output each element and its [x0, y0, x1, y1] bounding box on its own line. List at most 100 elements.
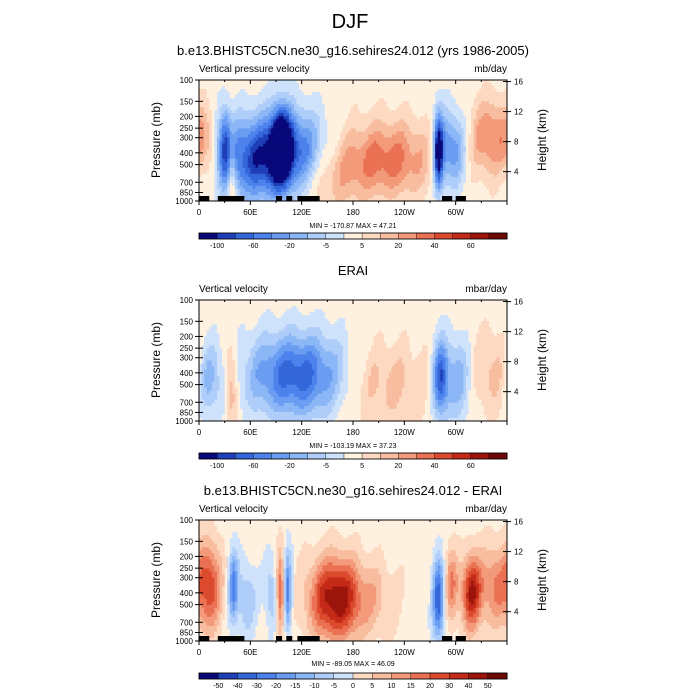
- field-cell: [337, 155, 341, 160]
- field-cell: [306, 185, 310, 190]
- field-cell: [358, 194, 362, 199]
- field-cell: [368, 137, 372, 141]
- field-cell: [216, 300, 220, 304]
- field-cell: [478, 164, 482, 169]
- field-cell: [496, 170, 500, 175]
- field-cell: [468, 161, 472, 166]
- field-cell: [370, 188, 374, 193]
- field-cell: [391, 83, 395, 87]
- field-cell: [440, 185, 444, 190]
- field-cell: [260, 152, 264, 157]
- field-cell: [222, 104, 226, 108]
- field-cell: [317, 140, 321, 144]
- pressure-tick-label: 150: [180, 97, 194, 106]
- field-cell: [216, 179, 220, 184]
- field-cell: [283, 146, 287, 150]
- field-cell: [204, 146, 208, 150]
- field-cell: [301, 188, 305, 193]
- field-cell: [481, 170, 485, 175]
- field-cell: [358, 182, 362, 187]
- field-cell: [329, 164, 333, 169]
- field-cell: [442, 95, 446, 99]
- field-cell: [347, 92, 351, 96]
- field-cell: [370, 134, 374, 138]
- field-cell: [501, 125, 505, 129]
- field-cell: [460, 158, 464, 163]
- field-cell: [304, 104, 308, 108]
- field-cell: [317, 80, 321, 84]
- field-cell: [291, 113, 295, 117]
- field-cell: [445, 134, 449, 138]
- field-cell: [455, 101, 459, 105]
- field-cell: [401, 176, 405, 181]
- field-cell: [406, 179, 410, 184]
- field-cell: [368, 98, 372, 102]
- field-cell: [383, 125, 387, 129]
- field-cell: [301, 176, 305, 181]
- field-cell: [293, 113, 297, 117]
- field-cell: [427, 86, 431, 90]
- field-cell: [199, 89, 202, 93]
- field-cell: [309, 143, 313, 147]
- field-cell: [268, 155, 272, 160]
- field-cell: [209, 176, 213, 181]
- field-cell: [232, 119, 236, 123]
- field-cell: [224, 80, 228, 84]
- field-cell: [299, 110, 303, 114]
- field-cell: [258, 143, 261, 147]
- field-cell: [293, 101, 297, 105]
- field-cell: [409, 164, 413, 169]
- field-cell: [250, 92, 254, 96]
- field-cell: [332, 134, 336, 138]
- field-cell: [365, 83, 369, 87]
- field-cell: [322, 185, 326, 190]
- field-cell: [270, 128, 274, 132]
- field-cell: [347, 113, 351, 117]
- field-cell: [337, 137, 341, 141]
- field-cell: [265, 197, 269, 202]
- field-cell: [283, 107, 287, 111]
- field-cell: [322, 128, 326, 132]
- field-cell: [360, 80, 364, 84]
- field-cell: [311, 185, 315, 190]
- field-cell: [214, 131, 218, 135]
- field-cell: [363, 176, 367, 181]
- field-cell: [442, 89, 446, 93]
- field-cell: [293, 140, 297, 144]
- field-cell: [414, 128, 418, 132]
- field-cell: [388, 143, 392, 147]
- field-cell: [268, 170, 272, 175]
- field-cell: [224, 98, 228, 102]
- field-cell: [401, 92, 405, 96]
- field-cell: [229, 155, 233, 160]
- field-cell: [401, 128, 405, 132]
- field-cell: [340, 80, 344, 84]
- field-cell: [332, 170, 336, 175]
- field-cell: [309, 110, 313, 114]
- field-cell: [363, 149, 367, 153]
- field-cell: [252, 92, 256, 96]
- field-cell: [342, 164, 346, 169]
- field-cell: [496, 101, 500, 105]
- field-cell: [278, 140, 282, 144]
- field-cell: [496, 197, 500, 202]
- field-cell: [260, 146, 264, 150]
- field-cell: [247, 152, 251, 157]
- field-cell: [496, 194, 500, 199]
- field-cell: [247, 119, 251, 123]
- field-cell: [483, 194, 487, 199]
- field-cell: [378, 173, 382, 178]
- field-cell: [258, 107, 261, 111]
- field-cell: [250, 107, 254, 111]
- field-cell: [270, 152, 274, 157]
- field-cell: [337, 110, 341, 114]
- field-cell: [214, 167, 218, 172]
- field-cell: [252, 182, 256, 187]
- colorbar-frame: [198, 232, 508, 240]
- field-cell: [332, 182, 336, 187]
- field-cell: [324, 191, 328, 196]
- field-cell: [489, 140, 492, 144]
- field-cell: [350, 140, 354, 144]
- field-cell: [432, 164, 436, 169]
- field-cell: [222, 164, 226, 169]
